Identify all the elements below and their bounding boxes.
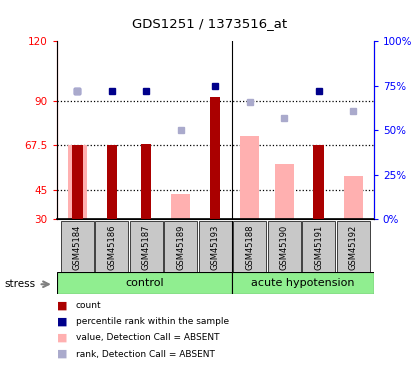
FancyBboxPatch shape [61,221,94,272]
Text: GSM45187: GSM45187 [142,225,151,270]
Text: ■: ■ [57,333,67,343]
FancyBboxPatch shape [130,221,163,272]
Text: stress: stress [4,279,35,289]
Bar [171,194,190,219]
Text: rank, Detection Call = ABSENT: rank, Detection Call = ABSENT [76,350,215,358]
Text: GSM45191: GSM45191 [314,225,323,270]
Bar [107,145,117,219]
Bar [344,176,362,219]
Text: percentile rank within the sample: percentile rank within the sample [76,317,229,326]
Text: GDS1251 / 1373516_at: GDS1251 / 1373516_at [132,17,288,30]
Text: GSM45184: GSM45184 [73,225,82,270]
Bar [240,136,259,219]
FancyBboxPatch shape [233,221,266,272]
FancyBboxPatch shape [164,221,197,272]
Text: GSM45193: GSM45193 [211,225,220,270]
FancyBboxPatch shape [199,221,232,272]
Text: GSM45192: GSM45192 [349,225,357,270]
FancyBboxPatch shape [57,272,233,294]
Text: acute hypotension: acute hypotension [252,278,355,288]
Bar [72,145,83,219]
Text: GSM45190: GSM45190 [280,225,289,270]
FancyBboxPatch shape [95,221,129,272]
Bar [275,164,294,219]
Text: GSM45189: GSM45189 [176,225,185,270]
Text: control: control [125,278,164,288]
Bar [68,145,87,219]
Bar [141,144,152,219]
Text: count: count [76,301,101,310]
Text: GSM45188: GSM45188 [245,225,254,270]
Text: ■: ■ [57,301,67,310]
FancyBboxPatch shape [268,221,301,272]
Text: ■: ■ [57,349,67,359]
FancyBboxPatch shape [302,221,335,272]
FancyBboxPatch shape [233,272,374,294]
Bar [313,145,324,219]
Text: GSM45186: GSM45186 [108,225,116,270]
Bar [210,97,220,219]
Text: ■: ■ [57,317,67,327]
FancyBboxPatch shape [336,221,370,272]
Text: value, Detection Call = ABSENT: value, Detection Call = ABSENT [76,333,219,342]
